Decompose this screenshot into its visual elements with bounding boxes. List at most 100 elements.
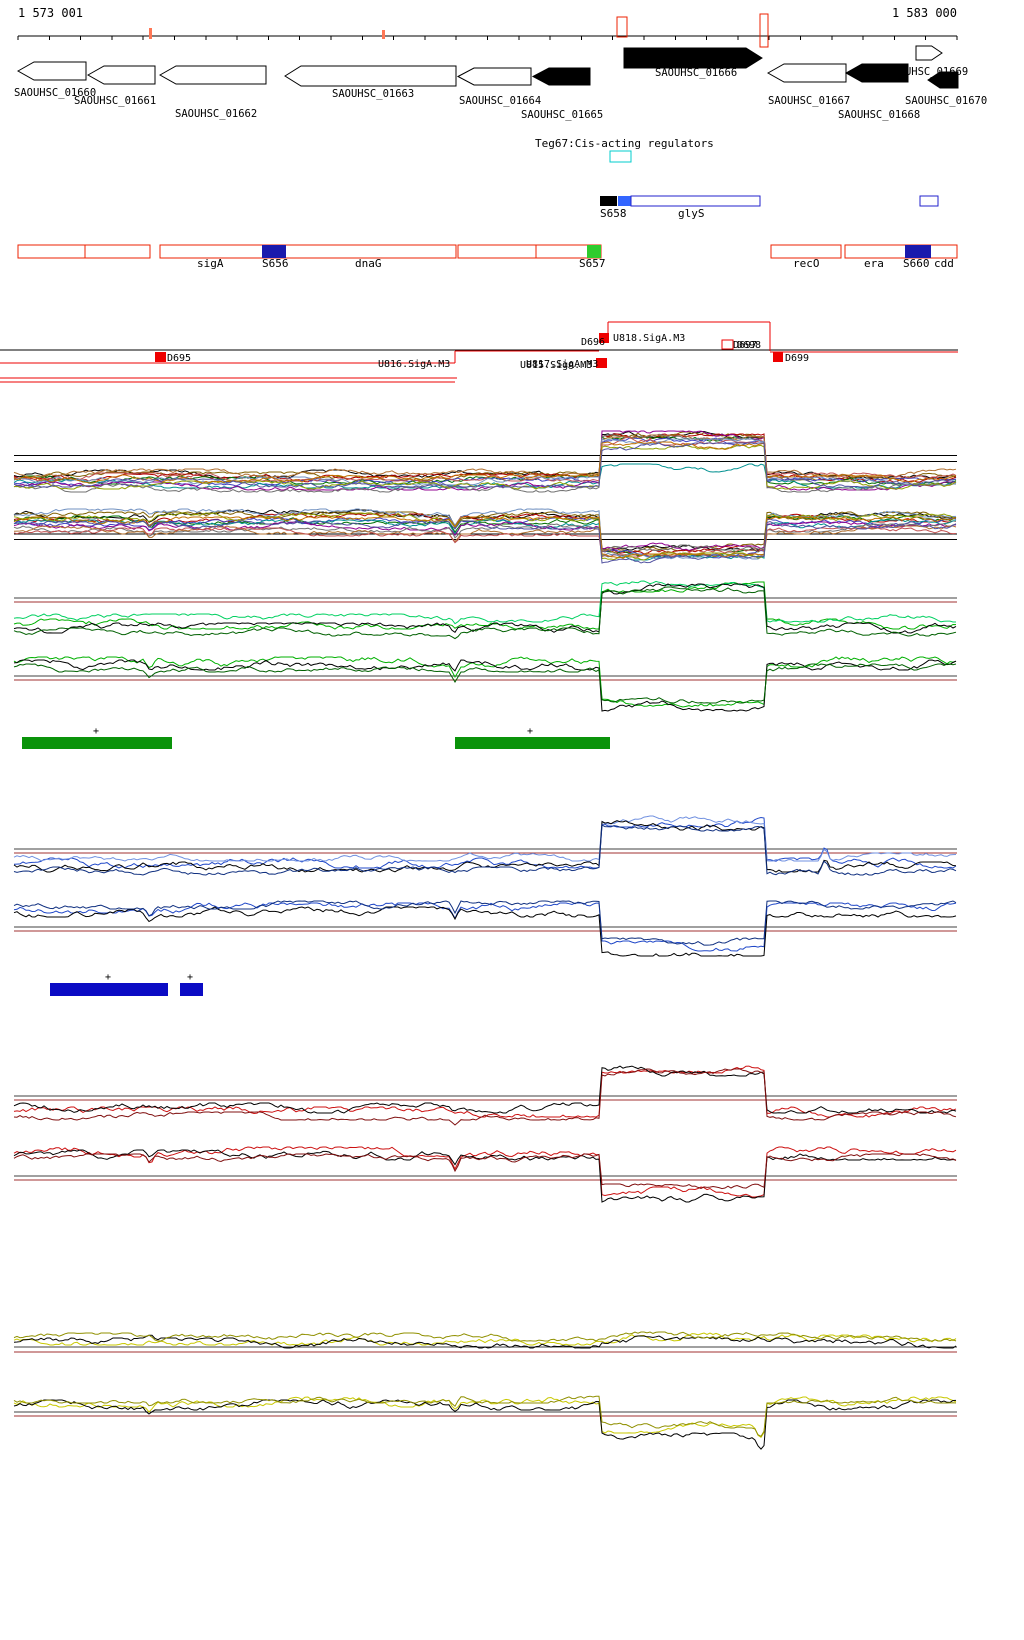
tiling-array-reverse-signal-line [13,520,957,564]
gene-model-box[interactable] [17,244,151,259]
tss-label: U816.SigA.M3 [378,359,450,370]
gene-arrow-SAOUHSC_01670[interactable] [927,71,959,89]
gene-model-box[interactable] [905,245,931,258]
operon-box[interactable] [618,196,631,206]
tss-label: U815.SigA.M3 [520,360,592,371]
red-condition-reverse-signal-line [13,1149,957,1203]
gene-model-box[interactable] [587,245,601,258]
tiling-array-reverse-signal-line [13,527,957,558]
yellow-condition-forward-signal-line [13,1334,957,1349]
yellow-condition-reverse-signal-line [13,1399,957,1450]
gene-label: SAOUHSC_01668 [838,109,920,121]
predicted-transcript-bar-green[interactable] [22,737,172,749]
tiling-array-forward-signal-line [13,434,957,478]
gene-arrow-SAOUHSC_01660[interactable] [16,61,87,81]
gene-model-label: S657 [579,257,606,270]
tiling-array-reverse-signal-line [13,516,957,559]
blue-condition-forward-signal-line [13,815,957,862]
red-condition-forward-signal-line [13,1065,957,1114]
green-condition-forward-signal-line [13,586,957,640]
tss-box[interactable] [155,352,166,362]
tiling-array-forward-signal-line [13,441,957,484]
green-condition-reverse-signal-line [13,656,957,708]
strand-plus-label: + [105,972,111,983]
gene-arrow-SAOUHSC_01661[interactable] [86,65,156,85]
gene-model-label: recO [793,257,820,270]
ruler-variant-mark [616,16,628,38]
red-condition-forward-signal-line [13,1065,957,1118]
gene-label: SAOUHSC_01667 [768,95,850,107]
tss-label: D696 [581,337,605,348]
red-condition-reverse-signal-line [13,1153,957,1190]
green-condition-forward-signal-line [13,583,957,634]
red-condition-forward-signal-line [13,1068,957,1126]
gene-arrow-SAOUHSC_01666[interactable] [623,47,763,69]
operon-label: glyS [678,207,705,220]
operon-box[interactable] [919,195,939,207]
green-condition-forward-signal-line [13,580,956,625]
gene-arrow-SAOUHSC_01668[interactable] [844,63,909,83]
blue-condition-reverse-signal-line [13,906,957,957]
gene-model-label: S660 [903,257,930,270]
gene-model-box[interactable] [262,245,286,258]
yellow-condition-forward-signal-line [13,1331,957,1342]
gene-arrow-SAOUHSC_01669[interactable] [915,45,943,61]
strand-plus-label: + [93,726,99,737]
gene-arrow-SAOUHSC_01662[interactable] [158,65,267,85]
gene-label: SAOUHSC_01670 [905,95,987,107]
tiling-array-reverse-signal-line [13,512,957,561]
gene-label: SAOUHSC_01660 [14,87,96,99]
tiling-array-forward-signal-line [13,435,957,485]
tss-label: D695 [167,353,191,364]
tiling-array-forward-signal-line [13,436,957,482]
operon-box[interactable] [600,196,617,206]
region-start-coordinate: 1 573 001 [18,6,84,20]
gene-model-label: sigA [197,257,224,270]
gene-model-label: era [864,257,884,270]
gene-model-label: S656 [262,257,289,270]
tss-label: D697 [733,340,757,351]
gene-arrow-SAOUHSC_01663[interactable] [284,65,457,87]
tiling-array-forward-signal-line [13,431,957,481]
tss-label: U817.SigA.M3 [526,359,598,370]
operon-box[interactable] [630,195,761,207]
tss-box[interactable] [599,333,609,343]
tss-label: D699 [785,353,809,364]
operon-label: S658 [600,207,627,220]
tiling-array-reverse-signal-line [13,511,957,553]
regulator-box[interactable] [609,150,632,163]
gene-label: SAOUHSC_01662 [175,108,257,120]
green-condition-forward-signal-line [13,581,957,630]
blue-condition-forward-signal-line [13,824,957,876]
yellow-condition-reverse-signal-line [13,1396,957,1438]
predicted-transcript-bar-blue[interactable] [50,983,168,996]
tss-box[interactable] [596,358,607,368]
tss-box[interactable] [721,339,734,350]
gene-model-box[interactable] [159,244,457,259]
predicted-transcript-bar-blue[interactable] [180,983,203,996]
gene-arrow-SAOUHSC_01667[interactable] [766,63,847,83]
tss-box[interactable] [773,352,783,362]
red-condition-reverse-signal-line [13,1146,957,1198]
gene-arrow-SAOUHSC_01664[interactable] [456,67,532,86]
gene-arrow-SAOUHSC_01665[interactable] [531,67,591,86]
gene-label: SAOUHSC_01665 [521,109,603,121]
tss-label: U818.SigA.M3 [613,333,685,344]
strand-plus-label: + [187,972,193,983]
yellow-condition-forward-signal-line [13,1332,957,1346]
tiling-array-forward-signal-line [13,444,957,490]
gene-model-label: cdd [934,257,954,270]
tiling-array-reverse-signal-line [13,525,957,556]
gene-label: SAOUHSC_01664 [459,95,541,107]
yellow-condition-reverse-signal-line [13,1395,957,1437]
blue-condition-forward-signal-line [13,820,957,873]
gene-label: SAOUHSC_01661 [74,95,156,107]
gene-model-box[interactable] [770,244,842,259]
blue-condition-forward-signal-line [13,816,957,869]
green-condition-reverse-signal-line [13,659,957,712]
ruler-variant-mark [149,28,152,39]
predicted-transcript-bar-green[interactable] [455,737,610,749]
tiling-array-forward-signal-line [13,430,957,479]
